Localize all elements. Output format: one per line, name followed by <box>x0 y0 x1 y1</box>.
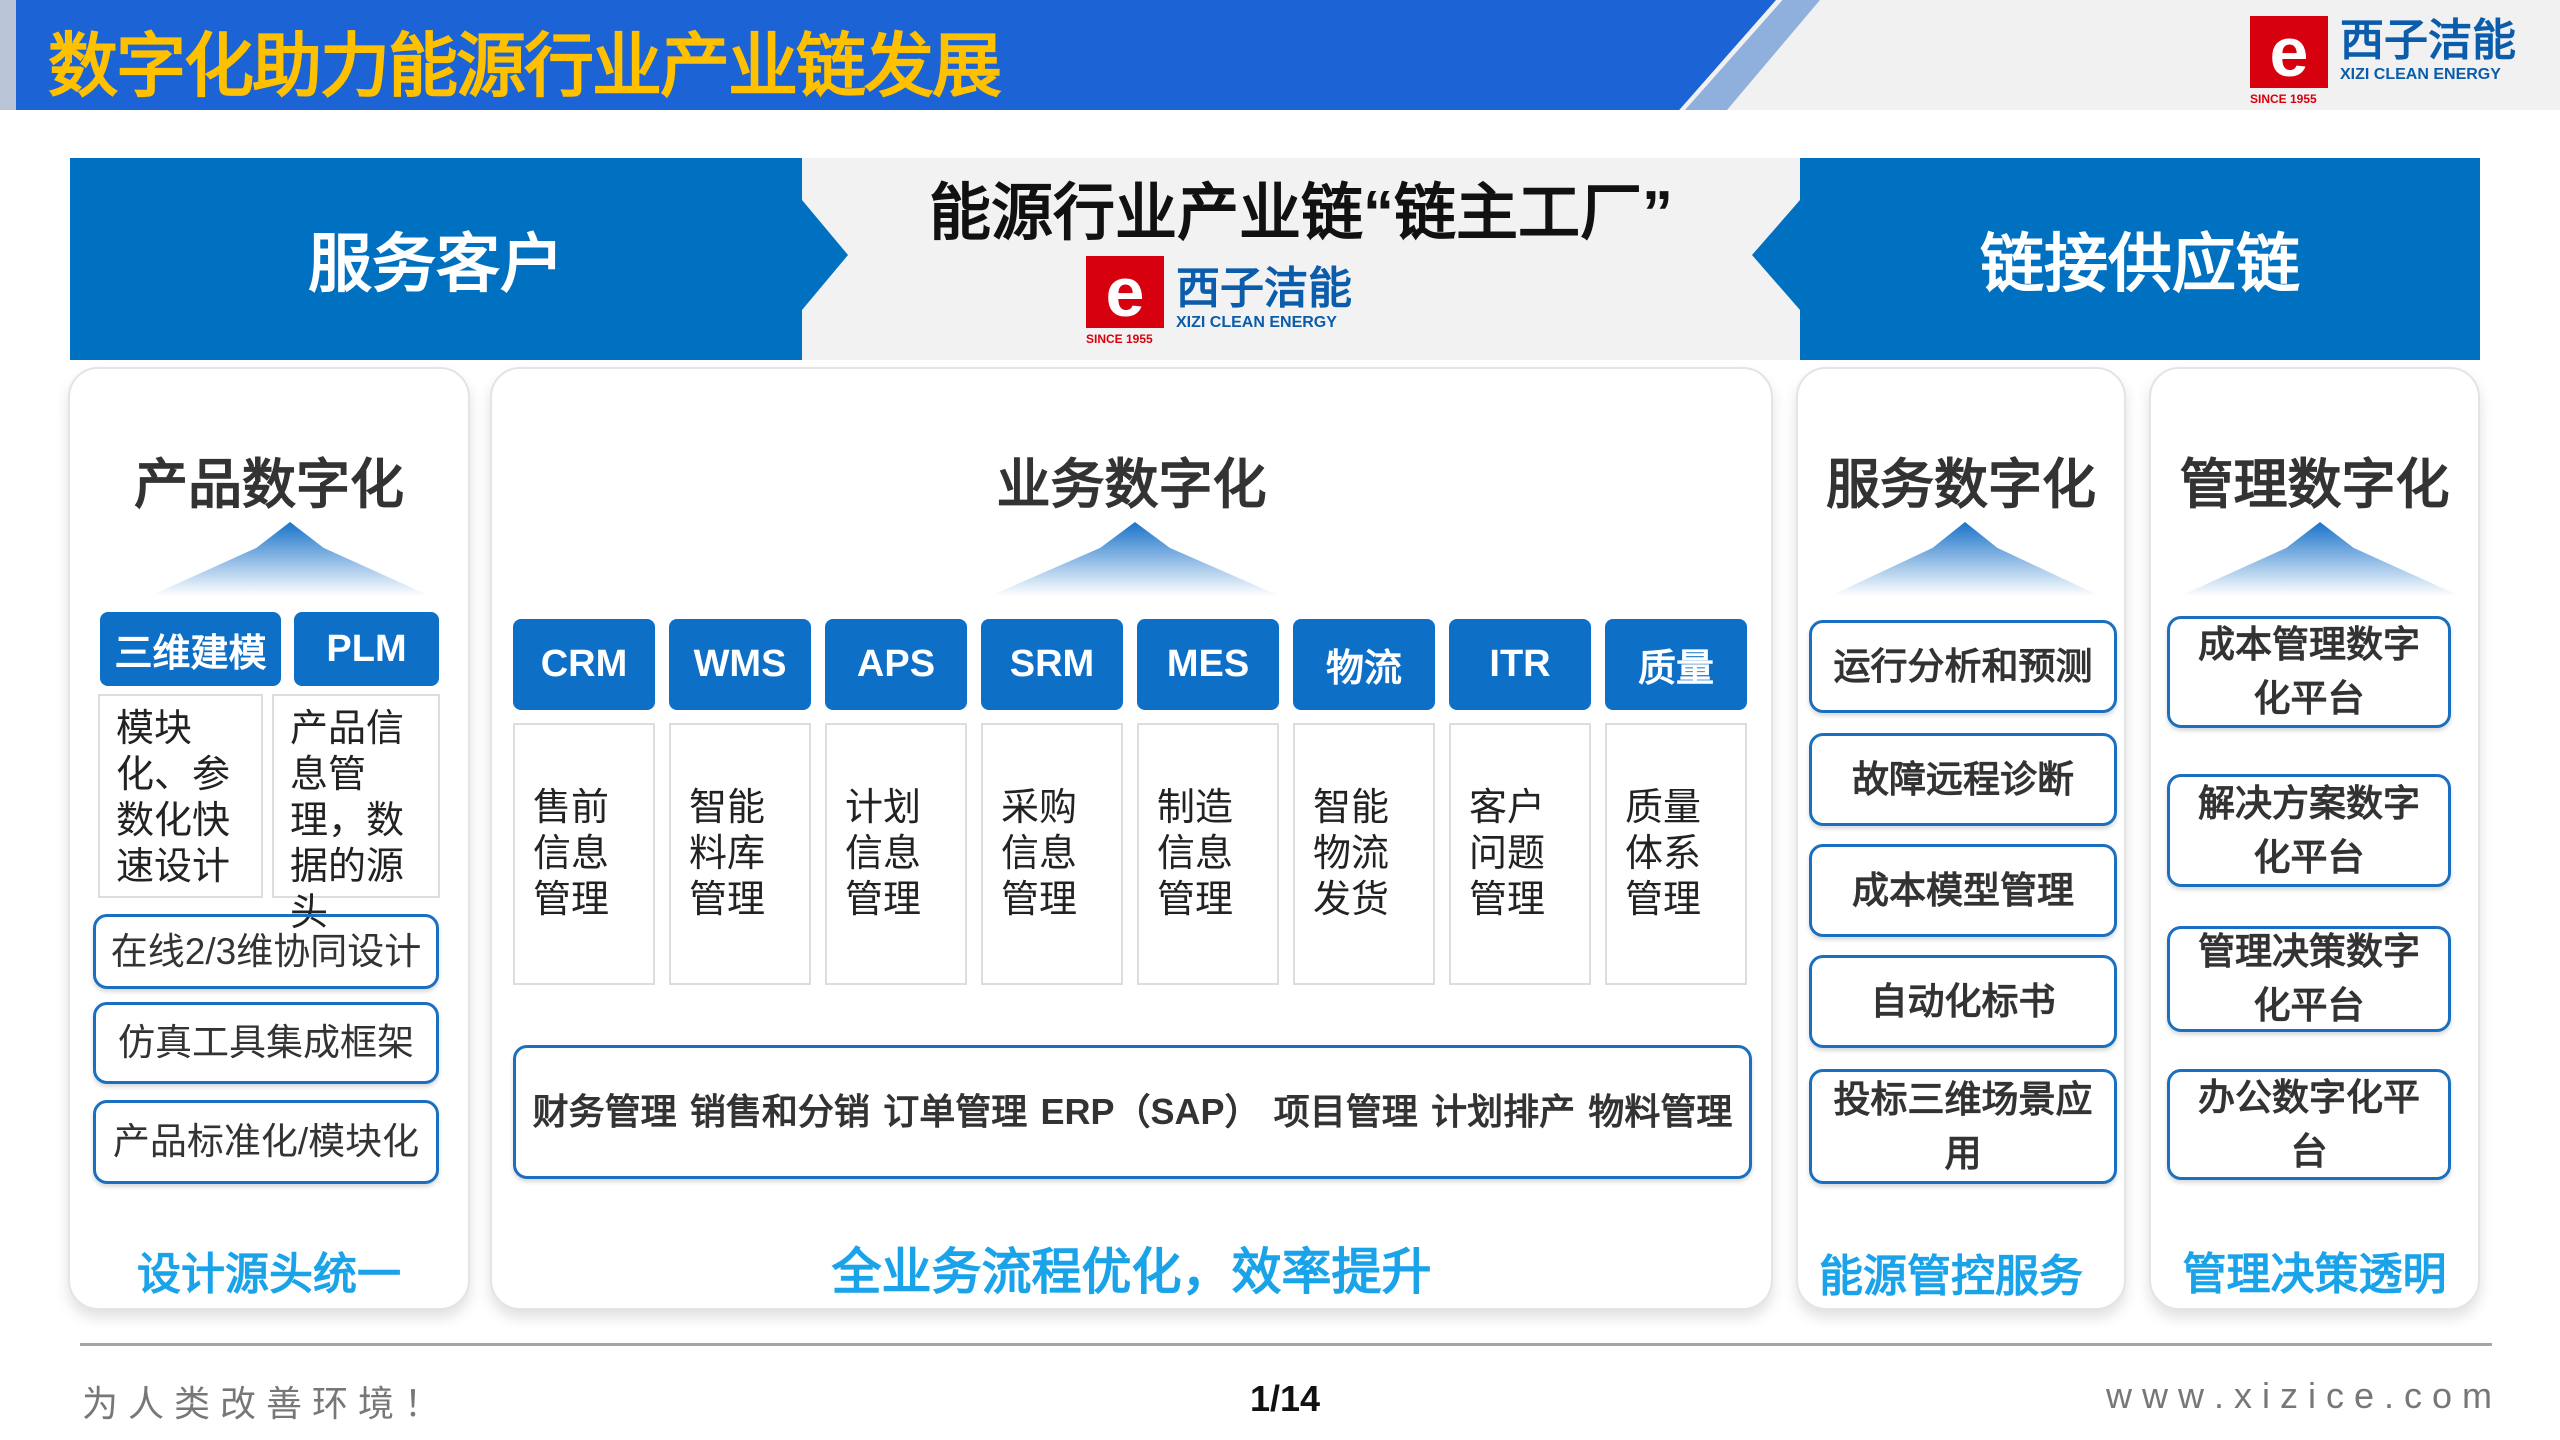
banner-center-title: 能源行业产业链“链主工厂” <box>928 179 1673 248</box>
btn-plm[interactable]: PLM <box>294 612 439 686</box>
logo-e-icon: e SINCE 1955 <box>2250 13 2328 106</box>
business-footer: 全业务流程优化，效率提升 <box>831 1244 1432 1300</box>
erp-item[interactable]: ERP（SAP） <box>1040 1091 1261 1132</box>
brand-logo: e SINCE 1955 西子洁能 XIZI CLEAN ENERGY <box>2250 13 2516 106</box>
module-button[interactable]: CRM <box>513 619 655 710</box>
footer-divider <box>80 1343 2492 1346</box>
item-online-design[interactable]: 在线2/3维协同设计 <box>93 914 439 989</box>
service-title: 服务数字化 <box>1826 455 2096 515</box>
header-bar <box>16 0 1776 110</box>
footer-slogan: 为 人 类 改 善 环 境 ！ <box>82 1383 441 1424</box>
item-standardization[interactable]: 产品标准化/模块化 <box>93 1100 439 1184</box>
footer-website[interactable]: w w w . x i z i c e . c o m <box>2105 1375 2492 1416</box>
erp-item[interactable]: 财务管理 <box>532 1091 677 1132</box>
erp-item[interactable]: 销售和分销 <box>689 1091 870 1132</box>
erp-item[interactable]: 物料管理 <box>1588 1091 1733 1132</box>
service-footer: 能源管控服务 <box>1819 1252 2083 1301</box>
service-item[interactable]: 运行分析和预测 <box>1809 620 2117 713</box>
banner-connect-supply: 链接供应链 <box>1800 158 2480 360</box>
desc-plm: 产品信息管理，数据的源头 <box>272 694 440 934</box>
module-button[interactable]: WMS <box>669 619 811 710</box>
module-button[interactable]: SRM <box>981 619 1123 710</box>
logo-e-icon: e SINCE 1955 <box>1086 253 1164 346</box>
desc-3d-modeling: 模块化、参数化快速设计 <box>98 694 263 898</box>
banner-center <box>802 158 1800 360</box>
service-item[interactable]: 自动化标书 <box>1809 955 2117 1048</box>
management-title: 管理数字化 <box>2179 455 2450 515</box>
center-logo: e SINCE 1955 西子洁能 XIZI CLEAN ENERGY <box>1086 253 1352 346</box>
btn-3d-modeling[interactable]: 三维建模 <box>100 612 281 686</box>
erp-item[interactable]: 项目管理 <box>1273 1091 1418 1132</box>
module-button[interactable]: 质量 <box>1605 619 1747 710</box>
module-desc: 售前信息管理 <box>513 723 655 985</box>
management-item[interactable]: 成本管理数字化平台 <box>2167 616 2451 728</box>
product-title: 产品数字化 <box>134 455 404 515</box>
erp-bar: 财务管理 销售和分销 订单管理 ERP（SAP） 项目管理 计划排产 物料管理 <box>513 1045 1752 1179</box>
module-desc: 客户问题管理 <box>1449 723 1591 985</box>
module-desc: 质量体系管理 <box>1605 723 1747 985</box>
erp-item[interactable]: 计划排产 <box>1431 1091 1576 1132</box>
business-title: 业务数字化 <box>996 455 1267 515</box>
module-desc: 计划信息管理 <box>825 723 967 985</box>
module-button[interactable]: ITR <box>1449 619 1591 710</box>
module-desc: 智能料库管理 <box>669 723 811 985</box>
management-panel <box>2149 367 2480 1310</box>
module-desc: 智能物流发货 <box>1293 723 1435 985</box>
module-button[interactable]: MES <box>1137 619 1279 710</box>
product-footer: 设计源头统一 <box>137 1250 401 1299</box>
management-item[interactable]: 管理决策数字化平台 <box>2167 926 2451 1032</box>
module-button[interactable]: 物流 <box>1293 619 1435 710</box>
management-item[interactable]: 解决方案数字化平台 <box>2167 774 2451 887</box>
header-edge <box>0 0 16 110</box>
item-simulation[interactable]: 仿真工具集成框架 <box>93 1002 439 1084</box>
service-item[interactable]: 投标三维场景应用 <box>1809 1069 2117 1184</box>
service-panel <box>1796 367 2126 1310</box>
erp-item[interactable]: 订单管理 <box>883 1091 1028 1132</box>
management-footer: 管理决策透明 <box>2182 1250 2447 1299</box>
page-number: 1/14 <box>1249 1378 1321 1419</box>
service-item[interactable]: 故障远程诊断 <box>1809 733 2117 826</box>
banner-serve-customers: 服务客户 <box>70 158 802 360</box>
page-title: 数字化助力能源行业产业链发展 <box>48 27 1002 105</box>
service-item[interactable]: 成本模型管理 <box>1809 844 2117 937</box>
management-item[interactable]: 办公数字化平台 <box>2167 1069 2451 1180</box>
module-desc: 采购信息管理 <box>981 723 1123 985</box>
module-desc: 制造信息管理 <box>1137 723 1279 985</box>
module-button[interactable]: APS <box>825 619 967 710</box>
